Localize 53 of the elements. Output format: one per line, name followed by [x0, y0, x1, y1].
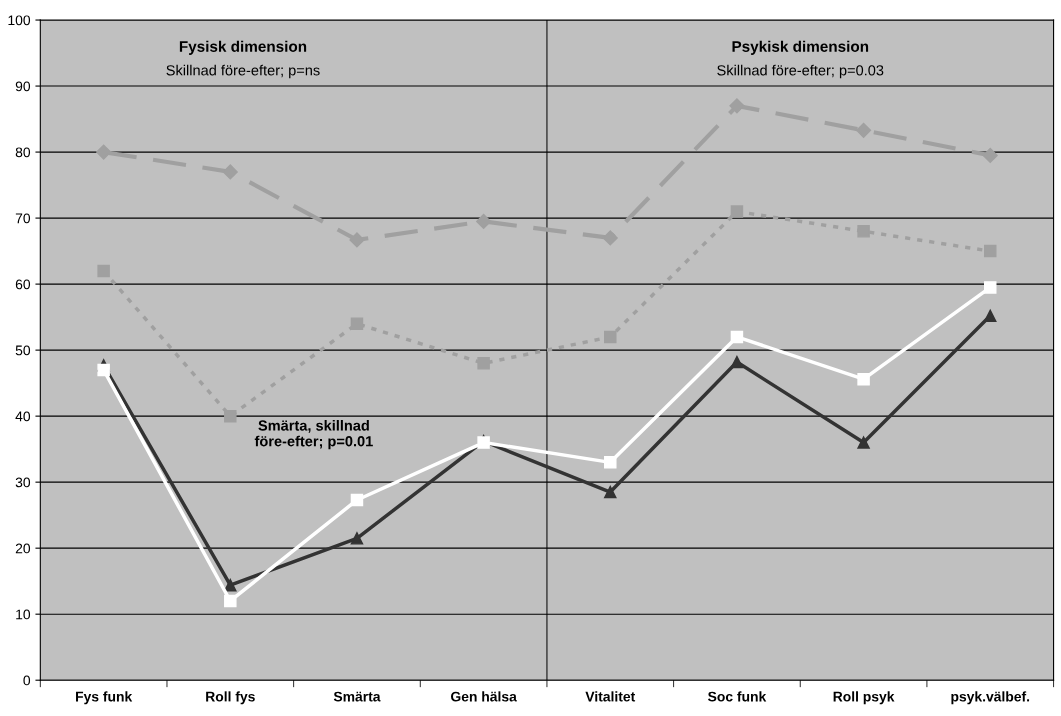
- y-tick-label: 30: [15, 477, 31, 488]
- x-tick-label: Roll fys: [206, 691, 255, 705]
- point: [857, 436, 870, 449]
- point: [983, 244, 997, 258]
- y-tick-label: 80: [15, 147, 31, 158]
- annotation: Skillnad före-efter; p=0.03: [717, 64, 884, 79]
- point: [856, 122, 872, 138]
- x-tick-label: Fys funk: [76, 691, 133, 705]
- point: [350, 493, 364, 507]
- y-tick-label: 60: [15, 279, 31, 290]
- point: [857, 225, 870, 238]
- y-tick-label: 90: [15, 81, 31, 92]
- point: [350, 317, 364, 330]
- point: [224, 409, 237, 423]
- point: [224, 578, 237, 592]
- x-tick-label: psyk.välbef.: [951, 691, 1030, 705]
- y-tick-label: 0: [23, 675, 31, 686]
- x-tick-label: Gen hälsa: [451, 691, 517, 702]
- point: [983, 309, 997, 323]
- point: [96, 144, 112, 160]
- y-tick-label: 70: [15, 213, 31, 224]
- annotation: Smärta, skillnad före-efter; p=0.01: [254, 419, 373, 450]
- point: [97, 363, 110, 377]
- point: [857, 372, 870, 386]
- point: [730, 205, 744, 218]
- point: [730, 330, 744, 344]
- point: [604, 456, 617, 469]
- x-tick-label: Smärta: [333, 691, 381, 702]
- y-tick-label: 20: [15, 543, 31, 554]
- point: [602, 230, 618, 246]
- annotation: Skillnad före-efter; p=ns: [166, 64, 320, 79]
- x-tick-label: Roll psyk: [833, 691, 895, 705]
- point: [224, 594, 237, 608]
- point: [349, 232, 365, 248]
- x-tick-label: Vitalitet: [585, 691, 636, 702]
- x-tick-label: Soc funk: [708, 691, 767, 702]
- point: [97, 264, 110, 278]
- annotation: Fysisk dimension: [179, 40, 307, 55]
- point: [729, 98, 745, 114]
- y-tick-label: 50: [15, 345, 31, 356]
- y-tick-label: 100: [8, 15, 31, 26]
- point: [222, 164, 238, 180]
- point: [982, 147, 998, 163]
- point: [477, 357, 490, 370]
- point: [350, 532, 364, 545]
- y-tick-label: 40: [15, 411, 31, 422]
- point: [604, 485, 617, 499]
- point: [604, 330, 617, 344]
- point: [983, 281, 997, 294]
- point: [476, 213, 492, 229]
- point: [730, 355, 744, 369]
- annotation: Psykisk dimension: [732, 40, 869, 55]
- y-tick-label: 10: [16, 609, 31, 620]
